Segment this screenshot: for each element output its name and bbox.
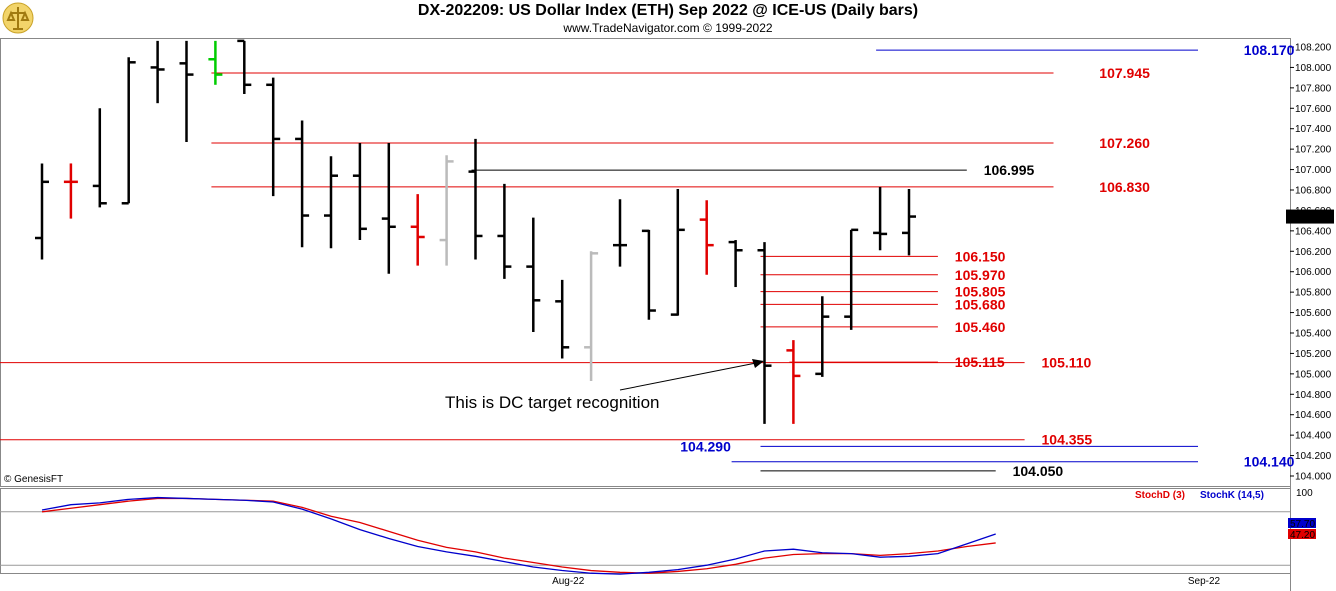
level-label: 105.460 [955,319,1006,335]
level-label: 104.290 [680,438,731,454]
stoch-d-line [41,497,996,574]
stochd-last-badge [1288,529,1316,539]
level-label: 105.805 [955,284,1006,300]
y-tick-label: 104.000 [1295,472,1332,483]
chart-header: DX-202209: US Dollar Index (ETH) Sep 202… [0,0,1336,38]
watermark: © GenesisFT [4,474,63,485]
annotation-arrow-line [619,362,757,391]
x-tick-label: Sep-22 [1188,576,1221,587]
level-label: 107.260 [1099,135,1150,151]
y-tick-label: 108.000 [1295,63,1332,74]
stoch-k-line [41,496,996,575]
y-tick-label: 105.800 [1295,288,1332,299]
y-tick-label: 106.800 [1295,186,1332,197]
chart-subtitle: www.TradeNavigator.com © 1999-2022 [563,21,773,35]
price-panel-frame [0,38,1291,487]
y-tick-label: 107.600 [1295,104,1332,115]
stochastic-panel-frame [0,488,1291,574]
level-label: 108.170 [1244,42,1295,58]
y-tick-label: 107.000 [1295,165,1332,176]
y-tick-label: 104.600 [1295,410,1332,421]
level-label: 105.110 [1042,355,1092,371]
level-label: 104.050 [1013,463,1064,479]
annotation-text: This is DC target recognition [445,393,659,412]
y-tick-label: 107.800 [1295,83,1332,94]
stoch-y-tick-label: 100 [1296,488,1313,499]
y-tick-label: 106.000 [1295,267,1332,278]
level-label: 105.115 [955,354,1005,370]
level-label: 107.945 [1099,65,1150,81]
y-tick-label: 107.200 [1295,145,1332,156]
y-tick-label: 105.600 [1295,308,1332,319]
trade-navigator-logo-icon [2,2,34,34]
stochk-last-value: 57.70 [1290,519,1315,530]
stochd-last-value: 47.20 [1290,530,1315,541]
chart-title: DX-202209: US Dollar Index (ETH) Sep 202… [417,2,919,19]
x-tick-label: Aug-22 [552,576,585,587]
annotation-arrowhead [752,359,764,368]
level-label: 106.995 [984,162,1035,178]
y-tick-label: 106.200 [1295,247,1332,258]
legend-stochd: StochD (3) [1135,490,1185,501]
y-tick-label: 108.200 [1295,43,1332,54]
y-tick-label: 104.800 [1295,390,1332,401]
legend-stochk: StochK (14,5) [1200,490,1264,501]
level-label: 106.830 [1099,179,1150,195]
level-label: 106.150 [955,248,1006,264]
last-price-badge [1286,209,1334,224]
y-tick-label: 104.200 [1295,451,1332,462]
y-tick-label: 105.400 [1295,329,1332,340]
y-tick-label: 106.400 [1295,226,1332,237]
y-tick-label: 105.000 [1295,369,1332,380]
y-tick-label: 107.400 [1295,124,1332,135]
stochk-last-badge [1288,518,1316,528]
y-tick-label: 104.400 [1295,431,1332,442]
last-price-label: 106.540 [1288,213,1325,224]
level-label: 105.680 [955,296,1006,312]
level-label: 104.355 [1042,432,1093,448]
y-tick-label: 105.200 [1295,349,1332,360]
level-label: 105.970 [955,267,1006,283]
level-label: 104.140 [1244,454,1295,470]
